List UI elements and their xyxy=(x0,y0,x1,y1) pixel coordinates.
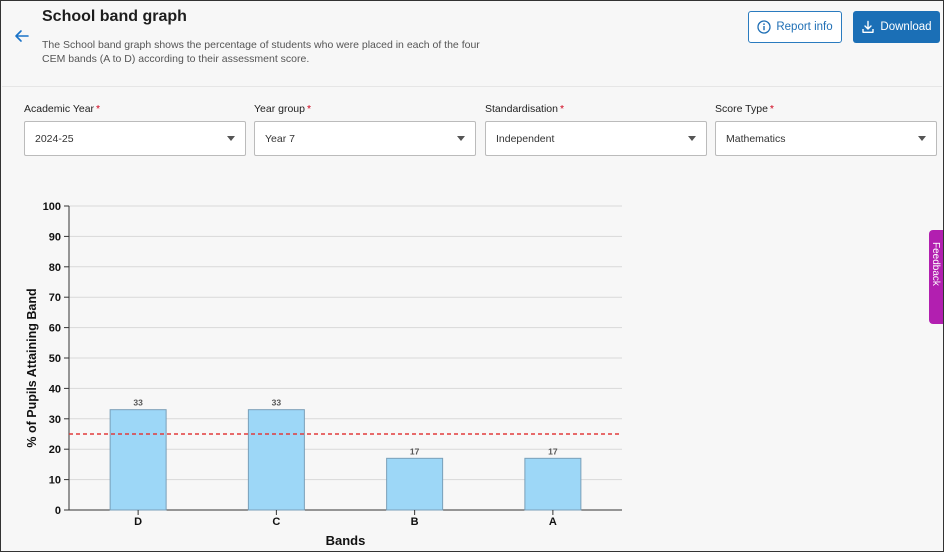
x-tick-label: C xyxy=(272,516,280,528)
filter-label: Standardisation * xyxy=(485,103,565,115)
bar xyxy=(109,409,167,511)
y-axis-title: % of Pupils Attaining Band xyxy=(25,288,39,447)
select-value: Independent xyxy=(496,132,555,145)
download-button[interactable]: Download xyxy=(853,11,940,43)
data-label: 33 xyxy=(133,398,143,408)
x-tick-label: B xyxy=(411,516,419,528)
filter-standardisation: Standardisation * Independent xyxy=(485,102,707,156)
chevron-down-icon xyxy=(688,136,696,141)
select-value: Year 7 xyxy=(265,132,295,145)
y-tick-label: 0 xyxy=(55,505,61,517)
x-axis-title: Bands xyxy=(326,533,366,548)
chevron-down-icon xyxy=(457,136,465,141)
y-tick-label: 100 xyxy=(43,201,61,213)
page-description: The School band graph shows the percenta… xyxy=(42,39,480,65)
y-tick-label: 10 xyxy=(49,475,61,487)
select-value: Mathematics xyxy=(726,132,786,145)
feedback-label: Feedback xyxy=(930,242,941,286)
chevron-down-icon xyxy=(918,136,926,141)
bar xyxy=(386,457,444,511)
data-label: 17 xyxy=(410,446,420,456)
filter-academic-year: Academic Year * 2024-25 xyxy=(24,102,246,156)
y-tick-label: 90 xyxy=(49,231,61,243)
academic-year-select[interactable]: 2024-25 xyxy=(24,121,246,156)
filter-label: Score Type * xyxy=(715,103,775,115)
y-tick-label: 70 xyxy=(49,292,61,304)
info-icon xyxy=(757,20,772,34)
page-title: School band graph xyxy=(42,8,187,25)
report-info-button[interactable]: Report info xyxy=(748,11,842,43)
year-group-select[interactable]: Year 7 xyxy=(254,121,476,156)
y-tick-label: 50 xyxy=(49,353,61,365)
filter-label: Year group * xyxy=(254,103,312,115)
standardisation-select[interactable]: Independent xyxy=(485,121,707,156)
data-label: 33 xyxy=(272,398,282,408)
data-label: 17 xyxy=(548,446,558,456)
report-info-label: Report info xyxy=(776,21,833,33)
filter-score-type: Score Type * Mathematics xyxy=(715,102,937,156)
filter-label: Academic Year * xyxy=(24,103,101,115)
back-arrow-icon[interactable] xyxy=(14,28,34,48)
x-tick-label: D xyxy=(134,516,142,528)
score-type-select[interactable]: Mathematics xyxy=(715,121,937,156)
y-tick-label: 20 xyxy=(49,444,61,456)
download-icon xyxy=(862,20,875,33)
y-tick-label: 40 xyxy=(49,383,61,395)
bar xyxy=(247,409,305,511)
download-label: Download xyxy=(880,21,932,33)
y-tick-label: 60 xyxy=(49,323,61,335)
select-value: 2024-25 xyxy=(35,132,74,145)
filter-year-group: Year group * Year 7 xyxy=(254,102,476,156)
band-bar-chart: 0 10 20 30 40 50 60 70 80 90 100 33 D 33 C 17 B 17 A Bands%… xyxy=(25,201,622,548)
y-tick-label: 30 xyxy=(49,414,61,426)
x-tick-label: A xyxy=(549,516,557,528)
feedback-tab[interactable]: Feedback xyxy=(929,230,943,324)
chevron-down-icon xyxy=(227,136,235,141)
y-tick-label: 80 xyxy=(49,262,61,274)
page-header: School band graph The School band graph … xyxy=(2,2,942,87)
bar xyxy=(524,457,582,511)
